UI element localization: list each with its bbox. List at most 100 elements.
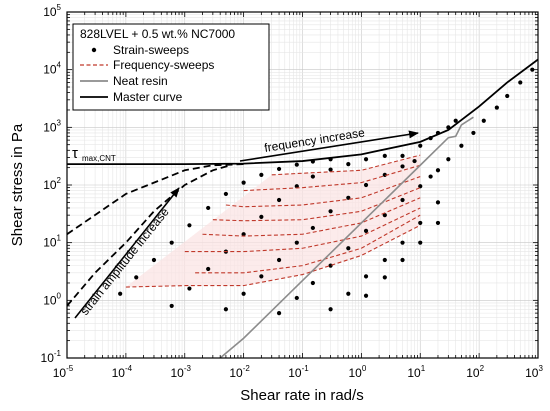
strain-sweeps-point [346,291,351,296]
fit-curve-line-0 [67,163,244,235]
strain-sweeps-point [435,200,441,205]
legend-item-strain-sweeps: Strain-sweeps [91,43,189,57]
frequency-increase-arrow [239,130,419,162]
strain-sweeps-point [276,197,282,203]
strain-sweeps-point [206,266,211,272]
tau-max-label: τ max,CNT [72,145,116,163]
strain-sweeps-point [310,174,315,179]
strain-sweeps-point [276,257,282,263]
x-tick-label: 10-3 [171,364,192,380]
strain-sweeps-point [134,275,139,280]
legend-item-frequency-sweeps: Frequency-sweeps [80,58,214,72]
strain-sweeps-point [294,295,299,301]
strain-sweeps-point [328,263,333,268]
frequency-sweeps-line-0 [125,224,421,288]
strain-sweeps-point [118,291,123,296]
strain-sweeps-point [382,153,387,158]
y-tick-label: 102 [43,176,61,192]
x-tick-label: 100 [348,364,366,380]
x-tick-label: 10-5 [53,364,74,380]
strain-sweeps-point [259,274,264,279]
strain-sweeps-point [530,67,535,72]
strain-sweeps-point [435,220,441,226]
strain-sweeps-point [151,257,157,263]
x-tick-label: 103 [525,364,543,380]
legend-item-master-curve: Master curve [80,90,183,104]
strain-sweeps-point [518,80,523,85]
neat-resin-line-0 [219,116,474,358]
strain-sweeps-point [446,157,451,162]
strain-sweeps-point [400,153,405,158]
x-tick-label: 102 [466,364,484,380]
axis-ticks [66,11,539,359]
y-tick-label: 104 [43,61,61,77]
strain-sweeps-point [363,274,369,279]
frequency-sweeps-line-7 [271,154,421,176]
x-tick-labels: 10-5 10-4 10-3 10-2 10-1 100 101 102 103 [53,364,544,380]
x-axis-title: Shear rate in rad/s [240,387,363,404]
legend: 828LVEL + 0.5 wt.% NC7000 Strain-sweeps … [72,23,270,111]
strain-sweeps-point [400,164,405,169]
strain-sweeps-point [382,213,387,218]
frequency-sweeps-line-6 [243,164,421,192]
strain-sweeps-point [382,275,387,280]
y-tick-label: 105 [43,3,61,19]
strain-sweeps-point [223,191,229,197]
strain-sweeps-point [328,209,333,214]
x-tick-label: 10-2 [229,364,250,380]
strain-sweeps-point [328,167,333,172]
strain-sweeps-point [259,172,264,177]
strain-sweeps-point [169,240,174,245]
strain-sweeps-point [418,240,423,245]
legend-label-master-curve: Master curve [113,90,183,104]
x-tick-label: 101 [407,364,425,380]
strain-amplitude-label: strain amplitude increase [77,205,172,318]
frequency-sweeps-line-5 [225,176,421,208]
strain-sweeps-point [459,143,464,148]
legend-marker-strain-sweeps [91,47,97,53]
strain-sweeps-point [276,166,282,172]
strain-sweeps-point [505,93,510,99]
strain-sweeps-point [363,182,369,188]
strain-sweeps-point [241,291,246,296]
strain-sweeps-point [453,118,458,123]
strain-sweeps-point [310,225,315,231]
strain-sweeps-point [471,130,476,136]
series-layer [67,58,538,358]
x-tick-label: 10-1 [288,364,309,380]
strain-sweeps-point [382,257,387,263]
frequency-sweeps-line-2 [184,207,421,253]
fit-curve-line-1 [67,164,231,307]
strain-sweeps-point [328,307,333,312]
strain-sweeps-point [187,286,192,291]
strain-sweeps-point [206,205,211,211]
master-curve-line-0 [67,58,538,166]
svg-text:τ: τ [72,145,78,162]
y-tick-label: 100 [43,291,61,307]
frequency-region-fill [125,155,421,288]
strain-sweeps-point [363,293,369,298]
strain-sweeps-point [400,257,405,263]
strain-sweeps-point [435,168,441,173]
strain-sweeps-point [412,158,417,164]
legend-label-neat-resin: Neat resin [113,74,168,88]
strain-sweeps-point [276,311,282,316]
legend-label-frequency-sweeps: Frequency-sweeps [113,58,214,72]
strain-sweeps-point [294,162,299,167]
strain-sweeps-point [400,240,405,245]
strain-sweeps-point [418,184,423,189]
strain-sweeps-point [346,162,351,167]
x-tick-label: 10-4 [112,364,133,380]
strain-sweeps-point [418,220,423,226]
strain-sweeps-point [363,157,369,162]
y-tick-label: 103 [43,118,61,134]
strain-sweeps-point [494,105,499,110]
strain-sweeps-point [294,240,299,245]
y-tick-label: 101 [43,234,61,250]
legend-title: 828LVEL + 0.5 wt.% NC7000 [80,27,235,41]
y-tick-label: 10-1 [41,349,62,365]
strain-sweeps-point [428,174,433,179]
strain-sweeps-point [259,214,264,219]
frequency-sweeps-line-1 [195,214,421,274]
